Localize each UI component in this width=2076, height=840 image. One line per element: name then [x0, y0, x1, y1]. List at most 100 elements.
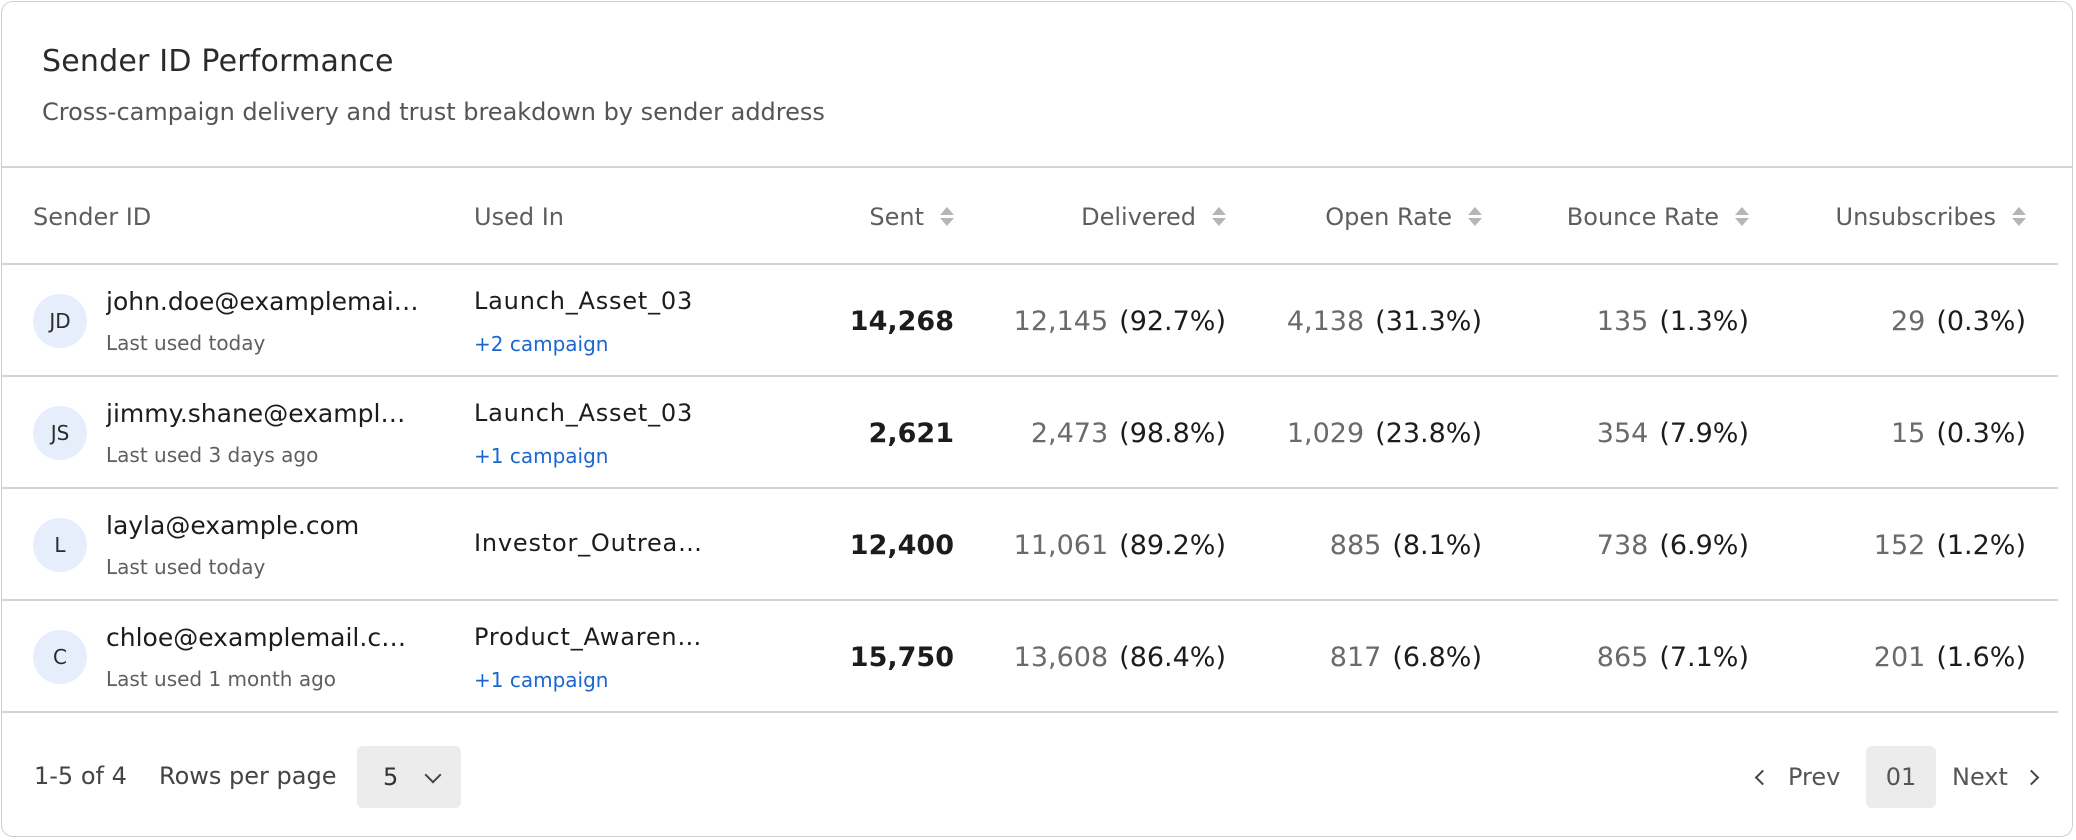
column-header-sent[interactable]: Sent [782, 168, 954, 265]
sender-email: chloe@examplemail.c… [106, 623, 407, 652]
open-percent: (6.8%) [1392, 641, 1482, 673]
delivered-percent: (98.8%) [1119, 417, 1226, 449]
column-header-sender-id: Sender ID [33, 168, 151, 265]
delivered-cell: 2,473 (98.8%) [1002, 377, 1226, 489]
column-header-delivered[interactable]: Delivered [1002, 168, 1226, 265]
column-header-bounce-rate[interactable]: Bounce Rate [1502, 168, 1749, 265]
open-value: 4,138 [1286, 305, 1365, 337]
unsub-value: 29 [1890, 305, 1926, 337]
bounce-percent: (7.9%) [1659, 417, 1749, 449]
sent-cell: 12,400 [782, 489, 954, 601]
pagination-footer: 1-5 of 4 Rows per page 5 Prev 01 Next [2, 714, 2072, 836]
column-label: Bounce Rate [1566, 202, 1719, 231]
chevron-right-icon [2023, 769, 2040, 785]
bounce-rate-cell: 738 (6.9%) [1502, 489, 1749, 601]
delivered-cell: 11,061 (89.2%) [1002, 489, 1226, 601]
bounce-percent: (7.1%) [1659, 641, 1749, 673]
open-value: 817 [1329, 641, 1382, 673]
sender-email: john.doe@examplemai… [106, 287, 416, 316]
sort-icon[interactable] [940, 207, 954, 226]
sender-email: jimmy.shane@exampl… [106, 399, 406, 428]
sort-icon[interactable] [1735, 207, 1749, 226]
table-row[interactable]: JS jimmy.shane@exampl… Last used 3 days … [2, 377, 2058, 489]
unsub-value: 15 [1890, 417, 1926, 449]
sent-value: 15,750 [849, 641, 954, 673]
avatar: JD [33, 294, 87, 348]
open-rate-cell: 817 (6.8%) [1252, 601, 1482, 713]
open-percent: (23.8%) [1375, 417, 1482, 449]
chevron-down-icon [424, 766, 442, 783]
unsubscribes-cell: 152 (1.2%) [1782, 489, 2026, 601]
delivered-value: 2,473 [1030, 417, 1109, 449]
table-row[interactable]: C chloe@examplemail.c… Last used 1 month… [2, 601, 2058, 713]
rows-per-page-value: 5 [383, 763, 399, 791]
extra-campaign-link[interactable]: +1 campaign [474, 444, 609, 468]
next-label: Next [1952, 763, 2008, 791]
avatar: JS [33, 406, 87, 460]
last-used: Last used 3 days ago [106, 443, 319, 467]
column-header-unsubscribes[interactable]: Unsubscribes [1782, 168, 2026, 265]
unsub-percent: (0.3%) [1936, 305, 2026, 337]
column-label: Used In [474, 202, 564, 231]
table-row[interactable]: L layla@example.com Last used today Inve… [2, 489, 2058, 601]
unsub-value: 152 [1873, 529, 1926, 561]
column-header-used-in: Used In [474, 168, 564, 265]
sent-value: 2,621 [868, 417, 954, 449]
used-in-asset: Investor_Outrea… [474, 529, 703, 557]
column-label: Sender ID [33, 202, 152, 231]
next-page-button[interactable]: Next [1952, 746, 2040, 808]
extra-campaign-link[interactable]: +1 campaign [474, 668, 609, 692]
open-value: 885 [1329, 529, 1382, 561]
sort-icon[interactable] [1468, 207, 1482, 226]
bounce-rate-cell: 135 (1.3%) [1502, 265, 1749, 377]
delivered-cell: 12,145 (92.7%) [1002, 265, 1226, 377]
bounce-percent: (6.9%) [1659, 529, 1749, 561]
open-rate-cell: 1,029 (23.8%) [1252, 377, 1482, 489]
open-percent: (31.3%) [1375, 305, 1482, 337]
extra-campaign-link[interactable]: +2 campaign [474, 332, 609, 356]
bounce-value: 738 [1596, 529, 1649, 561]
last-used: Last used today [106, 555, 266, 579]
unsub-percent: (1.6%) [1936, 641, 2026, 673]
used-in-asset: Product_Awaren… [474, 623, 703, 651]
page-subtitle: Cross-campaign delivery and trust breakd… [42, 98, 825, 126]
unsub-value: 201 [1873, 641, 1926, 673]
unsubscribes-cell: 29 (0.3%) [1782, 265, 2026, 377]
used-in-asset: Launch_Asset_03 [474, 287, 694, 315]
column-label: Delivered [1081, 202, 1196, 231]
unsubscribes-cell: 15 (0.3%) [1782, 377, 2026, 489]
last-used: Last used 1 month ago [106, 667, 337, 691]
prev-label: Prev [1788, 763, 1841, 791]
delivered-value: 12,145 [1013, 305, 1109, 337]
current-page-button[interactable]: 01 [1866, 746, 1936, 808]
open-percent: (8.1%) [1392, 529, 1482, 561]
unsub-percent: (1.2%) [1936, 529, 2026, 561]
table-row[interactable]: JD john.doe@examplemai… Last used today … [2, 265, 2058, 377]
column-label: Open Rate [1325, 202, 1452, 231]
bounce-value: 135 [1596, 305, 1649, 337]
sent-cell: 14,268 [782, 265, 954, 377]
bounce-percent: (1.3%) [1659, 305, 1749, 337]
sent-cell: 15,750 [782, 601, 954, 713]
delivered-percent: (92.7%) [1119, 305, 1226, 337]
avatar: L [33, 518, 87, 572]
sender-email: layla@example.com [106, 511, 360, 540]
delivered-cell: 13,608 (86.4%) [1002, 601, 1226, 713]
column-header-open-rate[interactable]: Open Rate [1252, 168, 1482, 265]
rows-per-page-select[interactable]: 5 [357, 746, 461, 808]
bounce-rate-cell: 865 (7.1%) [1502, 601, 1749, 713]
last-used: Last used today [106, 331, 266, 355]
sent-value: 12,400 [849, 529, 954, 561]
used-in-asset: Launch_Asset_03 [474, 399, 694, 427]
chevron-left-icon [1754, 769, 1771, 785]
bounce-rate-cell: 354 (7.9%) [1502, 377, 1749, 489]
page-title: Sender ID Performance [42, 44, 394, 79]
bounce-value: 354 [1596, 417, 1649, 449]
prev-page-button[interactable]: Prev [1754, 746, 1841, 808]
unsub-percent: (0.3%) [1936, 417, 2026, 449]
open-value: 1,029 [1286, 417, 1365, 449]
rows-per-page-label: Rows per page [159, 762, 337, 790]
sort-icon[interactable] [2012, 207, 2026, 226]
delivered-value: 11,061 [1013, 529, 1109, 561]
sort-icon[interactable] [1212, 207, 1226, 226]
